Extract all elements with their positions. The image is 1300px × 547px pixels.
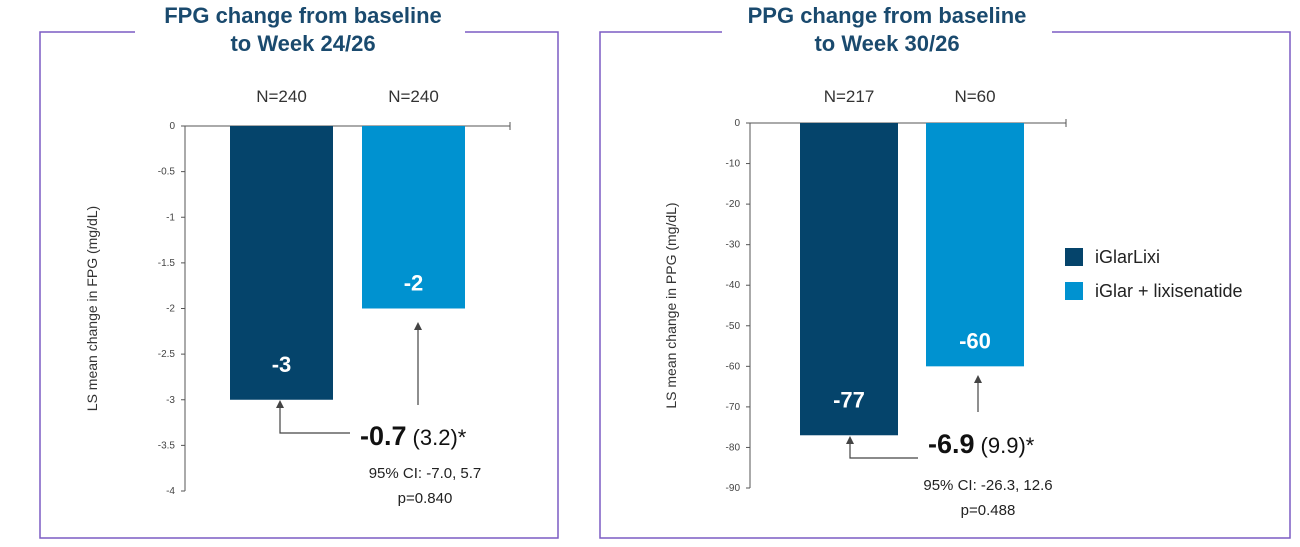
difference-value-ppg: -6.9 bbox=[928, 429, 975, 459]
bar-fpg-series-0 bbox=[230, 126, 333, 400]
difference-p-ppg: p=0.488 bbox=[961, 502, 1016, 519]
y-tick-label-fpg: -4 bbox=[166, 486, 175, 497]
chart-title-ppg-line1: PPG change from baseline bbox=[747, 3, 1027, 28]
chart-title-ppg-line2: to Week 30/26 bbox=[814, 31, 960, 56]
difference-annotation-ppg: -6.9 (9.9)* bbox=[928, 429, 1035, 459]
y-tick-label-ppg: -70 bbox=[726, 402, 741, 413]
legend-swatch-iglar-lixisenatide bbox=[1065, 282, 1083, 300]
difference-ci-fpg: 95% CI: -7.0, 5.7 bbox=[369, 465, 482, 482]
y-tick-label-ppg: -40 bbox=[726, 280, 741, 291]
bar-fpg-series-1 bbox=[362, 126, 465, 309]
data-label-ppg-series-0: -77 bbox=[833, 387, 865, 412]
y-tick-label-ppg: -30 bbox=[726, 240, 741, 251]
legend-label-iglar-lixisenatide: iGlar + lixisenatide bbox=[1095, 280, 1243, 301]
bar-ppg-series-0 bbox=[800, 123, 898, 436]
panel-frame-ppg bbox=[599, 31, 1291, 539]
y-tick-label-fpg: -2 bbox=[166, 304, 175, 315]
data-label-fpg-series-1: -2 bbox=[404, 271, 424, 296]
n-label-fpg-series-0: N=240 bbox=[256, 87, 307, 106]
legend: iGlarLixi iGlar + lixisenatide bbox=[1065, 240, 1243, 308]
chart-title-fpg-line2: to Week 24/26 bbox=[230, 31, 376, 56]
connector-left-ppg bbox=[849, 442, 918, 459]
n-label-ppg-series-1: N=60 bbox=[954, 87, 995, 106]
arrowhead-left-fpg bbox=[276, 400, 284, 408]
y-tick-label-ppg: -80 bbox=[726, 442, 741, 453]
difference-annotation-fpg: -0.7 (3.2)* bbox=[360, 421, 467, 451]
n-label-ppg-series-0: N=217 bbox=[824, 87, 875, 106]
y-tick-label-fpg: -3 bbox=[166, 395, 175, 406]
y-axis-title-ppg: LS mean change in PPG (mg/dL) bbox=[663, 202, 679, 408]
y-axis-title-fpg: LS mean change in FPG (mg/dL) bbox=[84, 206, 100, 411]
bar-ppg-series-1 bbox=[926, 123, 1024, 367]
y-tick-label-ppg: -10 bbox=[726, 159, 741, 170]
y-tick-label-fpg: -2.5 bbox=[158, 349, 176, 360]
y-tick-label-ppg: -60 bbox=[726, 361, 741, 372]
arrowhead-left-ppg bbox=[846, 436, 854, 444]
legend-label-iglarlixi: iGlarLixi bbox=[1095, 246, 1161, 267]
arrowhead-right-ppg bbox=[974, 375, 982, 383]
n-label-fpg-series-1: N=240 bbox=[388, 87, 439, 106]
y-tick-label-ppg: -20 bbox=[726, 199, 741, 210]
difference-p-fpg: p=0.840 bbox=[398, 490, 453, 507]
difference-se-ppg: (9.9)* bbox=[981, 433, 1035, 458]
chart-title-fpg-line1: FPG change from baseline bbox=[164, 3, 442, 28]
legend-swatch-iglarlixi bbox=[1065, 248, 1083, 266]
difference-se-fpg: (3.2)* bbox=[413, 425, 467, 450]
y-tick-label-fpg: 0 bbox=[169, 121, 175, 132]
y-tick-label-fpg: -1.5 bbox=[158, 258, 176, 269]
y-tick-label-ppg: -90 bbox=[726, 483, 741, 494]
arrowhead-right-fpg bbox=[414, 322, 422, 330]
y-tick-label-fpg: -1 bbox=[166, 212, 175, 223]
chart-title-fpg: FPG change from baseline to Week 24/26 bbox=[143, 2, 463, 58]
difference-ci-ppg: 95% CI: -26.3, 12.6 bbox=[923, 477, 1052, 494]
chart-title-ppg: PPG change from baseline to Week 30/26 bbox=[722, 2, 1052, 58]
data-label-ppg-series-1: -60 bbox=[959, 328, 991, 353]
difference-value-fpg: -0.7 bbox=[360, 421, 407, 451]
panel-frame-fpg bbox=[39, 31, 559, 539]
y-tick-label-fpg: -0.5 bbox=[158, 167, 176, 178]
legend-item-iglarlixi: iGlarLixi bbox=[1065, 240, 1243, 274]
data-label-fpg-series-0: -3 bbox=[272, 352, 292, 377]
connector-left-fpg bbox=[279, 406, 350, 434]
legend-item-iglar-lixisenatide: iGlar + lixisenatide bbox=[1065, 274, 1243, 308]
y-tick-label-ppg: 0 bbox=[734, 118, 740, 129]
y-tick-label-fpg: -3.5 bbox=[158, 440, 176, 451]
y-tick-label-ppg: -50 bbox=[726, 321, 741, 332]
